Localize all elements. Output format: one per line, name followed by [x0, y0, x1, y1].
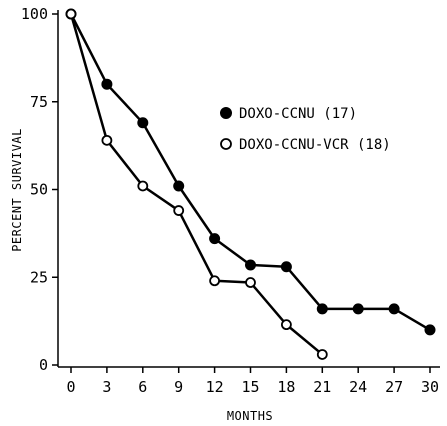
data-point — [352, 303, 364, 315]
data-point — [209, 233, 221, 245]
data-point — [245, 259, 256, 271]
data-point — [388, 303, 400, 315]
data-point — [316, 349, 328, 360]
x-tick-label: 3 — [102, 378, 111, 396]
x-tick-label: 24 — [349, 378, 367, 396]
data-point — [209, 275, 221, 287]
x-axis-title: MONTHS — [227, 409, 273, 423]
legend-marker-open — [220, 138, 232, 150]
data-point — [316, 303, 328, 315]
data-point — [280, 319, 292, 331]
x-tick-label: 0 — [66, 378, 75, 396]
legend-label-doxo-ccnu: DOXO-CCNU (17) — [239, 106, 357, 122]
series-doxo-ccnu-vcr — [65, 8, 328, 360]
y-tick-label: 75 — [30, 93, 48, 111]
series-line — [69, 13, 324, 356]
series-doxo-ccnu — [65, 8, 436, 336]
data-point — [101, 78, 113, 90]
y-tick-label: 25 — [30, 268, 48, 286]
x-tick-label: 18 — [277, 378, 295, 396]
data-point — [65, 8, 77, 20]
y-tick-label: 0 — [39, 356, 48, 374]
legend: DOXO-CCNU (17) DOXO-CCNU-VCR (18) — [220, 106, 391, 153]
x-tick-label: 21 — [313, 378, 331, 396]
x-tick-label: 12 — [206, 378, 224, 396]
y-ticks: 0 25 50 75 100 — [21, 5, 58, 374]
y-tick-label: 50 — [30, 181, 48, 199]
y-tick-label: 100 — [21, 5, 48, 23]
data-point — [173, 180, 185, 192]
axes — [57, 10, 440, 368]
data-point — [101, 134, 113, 146]
series-layer — [65, 8, 436, 360]
data-point — [245, 277, 256, 288]
x-tick-label: 27 — [385, 378, 403, 396]
x-tick-label: 9 — [174, 378, 183, 396]
legend-marker-filled — [220, 107, 232, 119]
data-point — [280, 261, 292, 273]
x-tick-label: 30 — [421, 378, 439, 396]
data-point — [173, 205, 185, 216]
y-axis-title: PERCENT SURVIVAL — [10, 128, 24, 252]
data-point — [424, 324, 436, 336]
x-ticks: 0 3 6 9 12 15 18 21 24 27 30 — [66, 367, 439, 396]
x-tick-label: 15 — [241, 378, 259, 396]
legend-label-doxo-ccnu-vcr: DOXO-CCNU-VCR (18) — [239, 137, 391, 153]
x-tick-label: 6 — [138, 378, 147, 396]
data-point — [137, 180, 149, 192]
data-point — [137, 117, 149, 129]
